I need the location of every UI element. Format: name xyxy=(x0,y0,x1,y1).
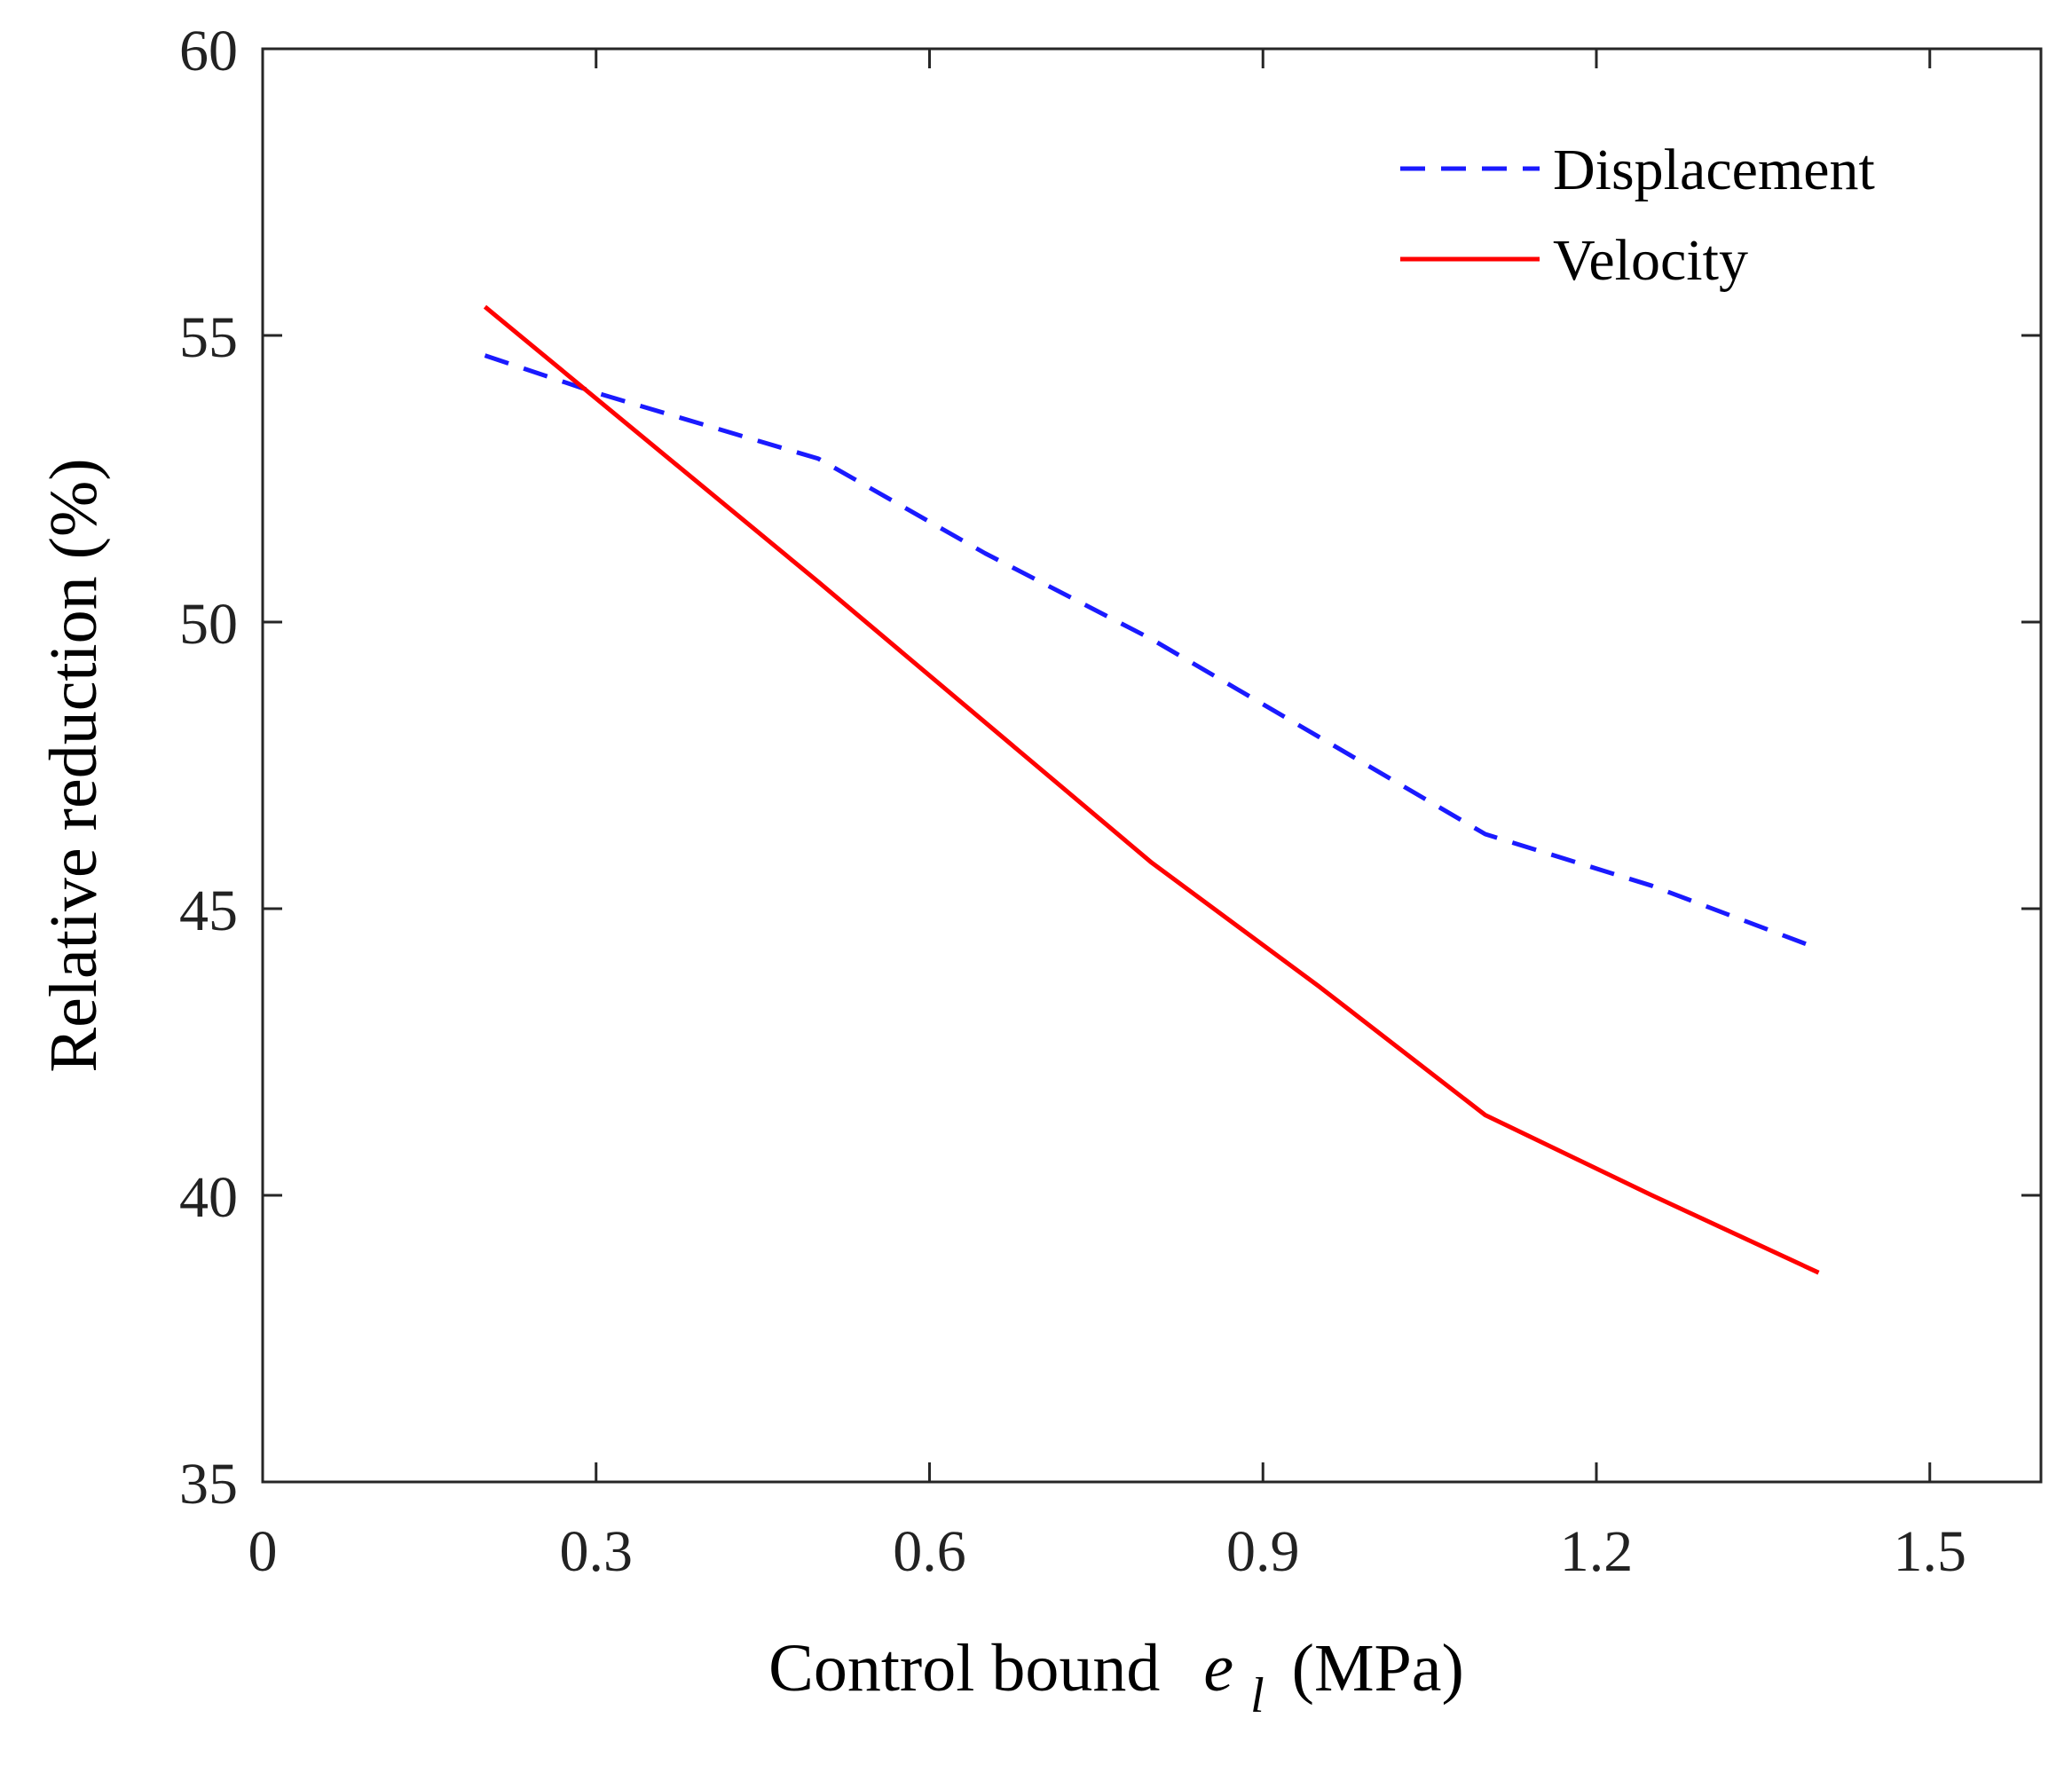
plot-area-frame xyxy=(261,47,2043,1484)
y-tick-label: 60 xyxy=(179,19,238,83)
series-line-displacement xyxy=(484,353,1820,951)
x-axis-title-variable: e xyxy=(1203,1631,1233,1706)
x-tick-label: 0 xyxy=(248,1519,278,1584)
x-axis-title: Control bound e l (MPa) xyxy=(768,1631,1464,1727)
y-tick-label: 50 xyxy=(179,592,238,657)
x-axis-title-text: Control bound xyxy=(768,1631,1160,1706)
series-line-velocity xyxy=(483,304,1820,1275)
y-tick-label: 55 xyxy=(179,305,238,370)
legend-label-velocity: Velocity xyxy=(1553,228,1748,293)
legend-label-displacement: Displacement xyxy=(1553,138,1875,202)
y-axis-title: Relative reduction (%) xyxy=(36,458,111,1072)
legend: Displacement Velocity xyxy=(1400,138,1875,293)
x-tick-label: 1.2 xyxy=(1560,1519,1634,1584)
tick-labels: 0 0.3 0.6 0.9 1.2 1.5 35 40 45 50 55 60 xyxy=(179,19,1966,1584)
y-tick-label: 35 xyxy=(179,1452,238,1517)
x-axis-title-unit: (MPa) xyxy=(1292,1631,1464,1706)
y-tick-label: 45 xyxy=(179,879,238,943)
x-tick-label: 0.6 xyxy=(893,1519,966,1584)
x-axis-title-subscript: l xyxy=(1250,1668,1264,1723)
x-tick-label: 1.5 xyxy=(1894,1519,1967,1584)
plot-lines xyxy=(483,304,1820,1275)
x-tick-label: 0.9 xyxy=(1226,1519,1300,1584)
x-tick-label: 0.3 xyxy=(560,1519,634,1584)
y-tick-label: 40 xyxy=(179,1165,238,1230)
